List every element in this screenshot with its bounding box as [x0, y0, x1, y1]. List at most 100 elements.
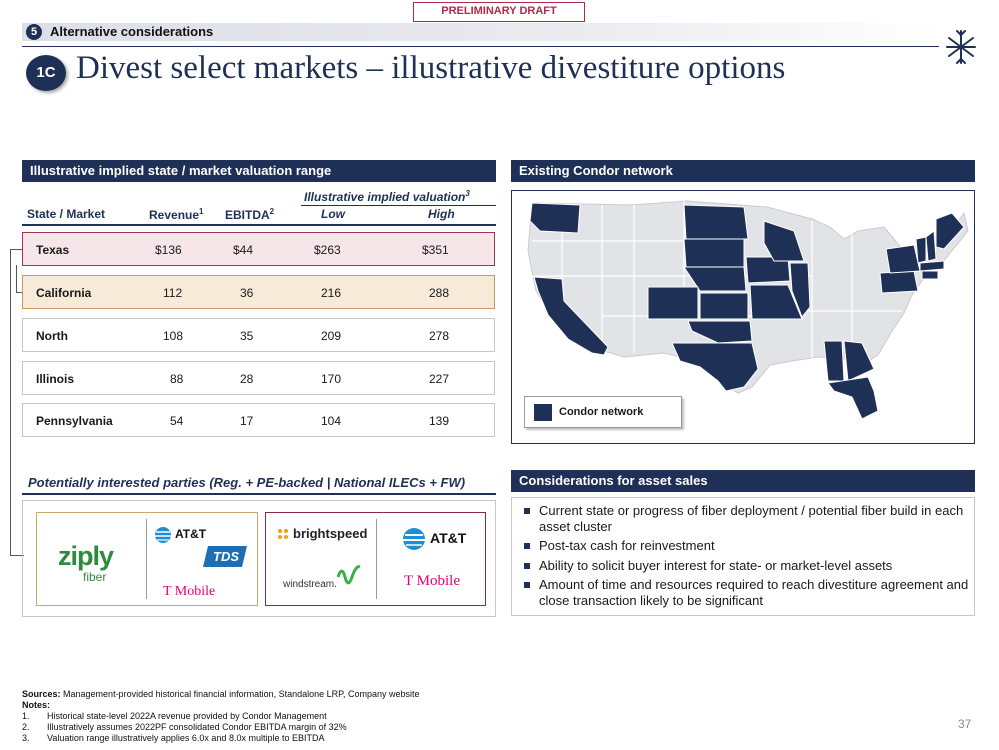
- column-header-ebitda: EBITDA2: [225, 207, 275, 222]
- att-logo: AT&T: [175, 527, 207, 541]
- state-connecticut: [921, 270, 939, 280]
- row-low: 216: [321, 286, 342, 300]
- section-number: 5: [26, 24, 42, 40]
- parties-label: Potentially interested parties (Reg. + P…: [28, 475, 466, 490]
- column-header-state: State / Market: [27, 207, 106, 221]
- table-row-pennsylvania: Pennsylvania 54 17 104 139: [22, 403, 495, 437]
- state-wisconsin: [763, 220, 805, 262]
- table-row-illinois: Illinois 88 28 170 227: [22, 361, 495, 395]
- state-oklahoma: [687, 320, 753, 344]
- condor-network-states: [529, 202, 965, 420]
- sources-label: Sources:: [22, 689, 61, 699]
- att-logo: AT&T: [430, 530, 467, 546]
- row-low: 209: [321, 329, 342, 343]
- brightspeed-icon: [278, 529, 288, 539]
- super-header-rule: [301, 205, 496, 206]
- ziply-logo: ziply: [58, 541, 114, 571]
- state-minnesota: [683, 204, 749, 240]
- valuation-super-header: Illustrative implied valuation3: [304, 189, 470, 204]
- table-row-north: North 108 35 209 278: [22, 318, 495, 352]
- row-ebitda: 35: [240, 329, 254, 343]
- considerations-header: Considerations for asset sales: [511, 470, 975, 492]
- row-revenue: 108: [163, 329, 184, 343]
- legend-swatch: [534, 404, 552, 421]
- windstream-logo: windstream.: [283, 579, 337, 590]
- logo-divider: [376, 519, 377, 599]
- tmobile-logo: T Mobile: [163, 584, 216, 599]
- tds-logo: TDS: [213, 549, 239, 564]
- state-nebraska: [683, 266, 747, 292]
- state-vermont: [915, 236, 927, 264]
- state-illinois: [789, 262, 811, 318]
- brightspeed-logo: brightspeed: [293, 526, 368, 541]
- windstream-wave-icon: [336, 565, 361, 585]
- regional-buyers-group: ziply fiber AT&T TDS T Mobile: [36, 512, 258, 606]
- ziply-fiber-label: fiber: [83, 570, 107, 584]
- state-alabama: [823, 340, 845, 382]
- row-name: North: [36, 329, 68, 343]
- row-high: $351: [422, 243, 449, 257]
- state-pennsylvania: [879, 270, 919, 294]
- map-frame: [511, 190, 975, 444]
- row-ebitda: 17: [240, 414, 254, 428]
- us-network-map: [527, 200, 969, 420]
- row-high: 139: [429, 414, 450, 428]
- state-new-hampshire: [925, 230, 937, 262]
- state-missouri: [749, 284, 803, 320]
- row-ebitda: $44: [233, 243, 254, 257]
- preliminary-draft-stamp: PRELIMINARY DRAFT: [413, 2, 585, 22]
- section-label: Alternative considerations: [50, 24, 214, 39]
- state-maine: [935, 212, 965, 250]
- state-new-york: [885, 244, 921, 274]
- national-buyers-group: brightspeed windstream. AT&T T Mobile: [265, 512, 486, 606]
- list-item: Ability to solicit buyer interest for st…: [521, 558, 973, 574]
- list-item: Current state or progress of fiber deplo…: [521, 503, 973, 534]
- row-high: 278: [429, 329, 450, 343]
- state-texas: [671, 342, 759, 392]
- parties-box: [22, 500, 496, 617]
- bracket-tick-texas: [10, 249, 22, 250]
- list-item: Post-tax cash for reinvestment: [521, 538, 973, 554]
- row-name: California: [36, 286, 92, 300]
- table-row-california: California 112 36 216 288: [22, 275, 495, 309]
- list-item: Amount of time and resources required to…: [521, 577, 973, 608]
- row-low: 170: [321, 372, 342, 386]
- page-title: Divest select markets – illustrative div…: [76, 50, 786, 86]
- map-legend: Condor network: [524, 396, 682, 428]
- tds-logo-shape: [203, 546, 247, 567]
- footnote-2: 2. Illustratively assumes 2022PF consolid…: [22, 722, 347, 732]
- table-header-rule: [22, 224, 496, 226]
- row-revenue: 88: [170, 372, 184, 386]
- table-row-texas: Texas $136 $44 $263 $351: [22, 232, 495, 266]
- row-revenue: 54: [170, 414, 184, 428]
- row-high: 227: [429, 372, 450, 386]
- row-high: 288: [429, 286, 450, 300]
- footnotes: Sources: Management-provided historical …: [22, 689, 420, 744]
- legend-label: Condor network: [559, 406, 644, 418]
- row-low: $263: [314, 243, 341, 257]
- parties-rule: [22, 493, 496, 495]
- snowflake-logo-icon: [946, 30, 976, 64]
- logo-divider: [146, 519, 147, 599]
- state-colorado: [647, 286, 699, 320]
- map-panel-header: Existing Condor network: [511, 160, 975, 182]
- state-kansas: [699, 292, 749, 320]
- state-south-dakota: [683, 238, 745, 268]
- row-revenue: $136: [155, 243, 182, 257]
- row-low: 104: [321, 414, 342, 428]
- row-name: Illinois: [36, 372, 75, 386]
- party-bracket-line: [10, 249, 11, 555]
- slide-badge: 1C: [26, 55, 66, 91]
- footnote-1: 1. Historical state-level 2022A revenue p…: [22, 711, 327, 721]
- considerations-list: Current state or progress of fiber deplo…: [521, 503, 973, 612]
- footnote-3: 3. Valuation range illustratively applies…: [22, 733, 325, 743]
- row-ebitda: 28: [240, 372, 254, 386]
- column-header-revenue: Revenue1: [149, 207, 204, 222]
- section-divider: [22, 46, 939, 47]
- state-massachusetts: [919, 260, 945, 272]
- state-california: [533, 276, 609, 356]
- att-globe-icon: [403, 528, 425, 550]
- state-florida: [827, 376, 879, 420]
- row-name: Pennsylvania: [36, 414, 113, 428]
- page-number: 37: [958, 717, 972, 731]
